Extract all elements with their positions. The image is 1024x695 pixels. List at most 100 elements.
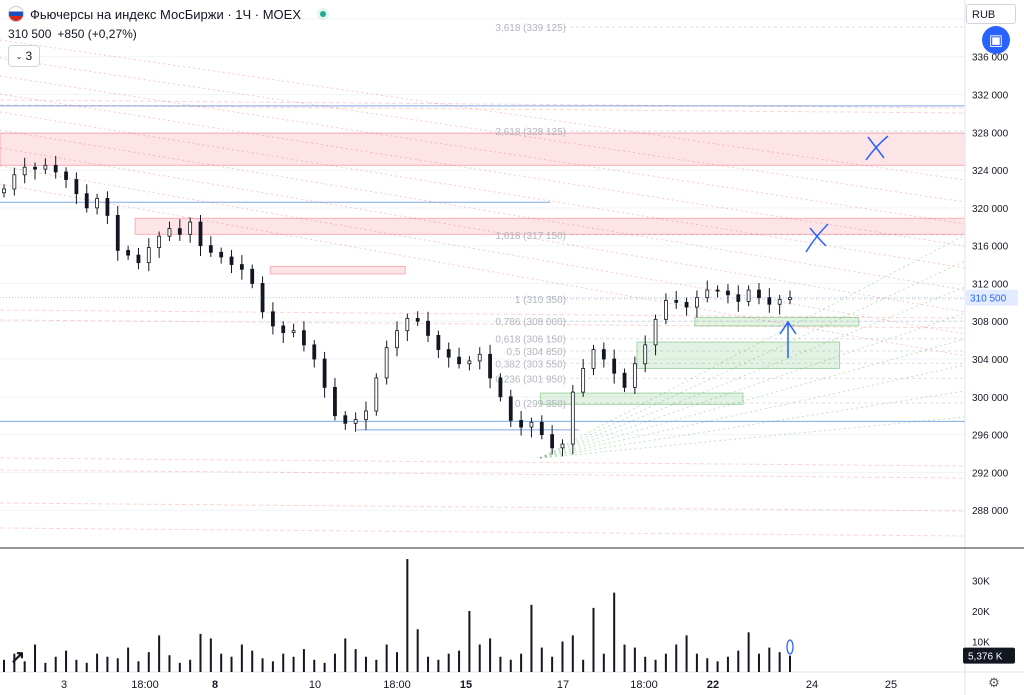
- volume-bar: [85, 662, 88, 672]
- volume-bar: [344, 638, 347, 672]
- candle-body: [477, 353, 482, 362]
- volume-bar: [75, 659, 78, 672]
- y-tick-label: 332 000: [972, 90, 1009, 101]
- symbol-title[interactable]: Фьючерсы на индекс МосБиржи · 1Ч · MOEX: [30, 6, 302, 22]
- candle-body: [95, 198, 99, 209]
- fib-label: 3,618 (339 125): [495, 23, 566, 34]
- y-tick-label: 316 000: [972, 242, 1009, 253]
- volume-bar: [592, 607, 595, 672]
- tradingview-logo: ↗: [10, 647, 25, 667]
- candle-body: [2, 188, 6, 194]
- x-tick-label: 18:00: [131, 679, 159, 691]
- x-tick-label: 3: [61, 679, 67, 691]
- indicators-toggle-button[interactable]: ⌄ 3: [8, 45, 40, 67]
- fib-label: 1 (310 350): [515, 295, 566, 306]
- x-tick-label: 25: [885, 679, 897, 691]
- currency-selector[interactable]: RUB: [966, 4, 1016, 24]
- market-status-icon: [317, 8, 330, 20]
- price-summary: 310 500 +850 (+0,27%): [8, 27, 137, 41]
- candle-body: [250, 268, 255, 284]
- support-zone: [636, 341, 841, 369]
- volume-bar: [561, 641, 564, 672]
- y-tick-label: 308 000: [972, 317, 1009, 328]
- volume-bar: [571, 635, 574, 672]
- russia-flag-icon: [8, 6, 24, 22]
- fib-label: 0,5 (304 850): [507, 347, 567, 358]
- y-tick-label: 296 000: [972, 431, 1009, 442]
- volume-bar: [685, 635, 688, 672]
- gear-icon[interactable]: ⚙: [988, 675, 1000, 690]
- volume-bar: [178, 662, 181, 672]
- candle-body: [229, 256, 234, 265]
- candle-body: [632, 363, 637, 388]
- candle-body: [239, 264, 244, 270]
- volume-bar: [757, 653, 760, 672]
- support-fan-line: [539, 390, 966, 459]
- price-change: +850 (+0,27%): [57, 27, 137, 41]
- candle-body: [208, 245, 213, 253]
- candle-body: [84, 193, 89, 209]
- volume-bar: [168, 655, 171, 672]
- candle-body: [395, 330, 399, 349]
- candle-body: [674, 300, 679, 303]
- current-price-label: 310 500: [970, 294, 1007, 305]
- candle-body: [736, 294, 741, 302]
- volume-tick-label: 10K: [972, 637, 990, 648]
- candle-body: [177, 228, 182, 235]
- volume-bar: [540, 647, 543, 672]
- resistance-fan-line: [0, 57, 966, 203]
- candle-body: [157, 235, 162, 248]
- x-tick-label: 22: [707, 679, 719, 691]
- candle-body: [498, 377, 503, 398]
- candle-body: [622, 372, 627, 388]
- volume-bar: [106, 656, 109, 672]
- up-arrow: [779, 320, 797, 358]
- volume-bar: [623, 644, 626, 672]
- volume-bar: [509, 659, 512, 672]
- volume-bar: [695, 653, 698, 672]
- candle-body: [715, 289, 720, 292]
- candle-body: [695, 297, 699, 308]
- candle-body: [560, 443, 565, 449]
- volume-bar: [302, 649, 305, 672]
- candle-body: [312, 344, 317, 360]
- volume-bar: [726, 656, 729, 672]
- chevron-down-icon: ⌄: [15, 51, 23, 61]
- fib-label: 1,618 (317 150): [495, 231, 566, 242]
- candle-body: [136, 254, 141, 264]
- candle-body: [33, 166, 37, 170]
- volume-bar: [158, 635, 161, 672]
- volume-bar: [416, 629, 419, 672]
- volume-bar: [261, 658, 264, 672]
- candle-body: [353, 419, 358, 424]
- candle-body: [219, 251, 224, 258]
- candle-body: [788, 297, 792, 300]
- resistance-zone: [0, 132, 966, 166]
- volume-bar: [789, 655, 791, 672]
- volume-bar: [396, 652, 398, 672]
- candle-body: [343, 415, 348, 424]
- candle-body: [167, 228, 172, 237]
- candle-body: [457, 356, 461, 365]
- expand-icon[interactable]: ▣: [982, 26, 1010, 54]
- volume-bar: [551, 656, 554, 672]
- candle-body: [43, 164, 48, 170]
- volume-bar: [3, 659, 5, 672]
- resistance-fan-line: [0, 183, 966, 357]
- candle-body: [105, 198, 110, 216]
- candle-body: [767, 297, 772, 305]
- candle-body: [260, 283, 265, 313]
- candle-body: [198, 221, 203, 247]
- volume-bar: [530, 604, 533, 672]
- volume-bar: [323, 662, 326, 672]
- resistance-fan-line: [0, 147, 966, 313]
- resistance-fan-line: [0, 129, 966, 291]
- fib-label: 0,618 (306 150): [495, 335, 566, 346]
- volume-bar: [747, 632, 750, 672]
- volume-bar: [220, 653, 223, 672]
- candle-body: [519, 420, 524, 428]
- candle-body: [581, 368, 586, 393]
- volume-bar: [354, 649, 357, 672]
- y-tick-label: 312 000: [972, 279, 1009, 290]
